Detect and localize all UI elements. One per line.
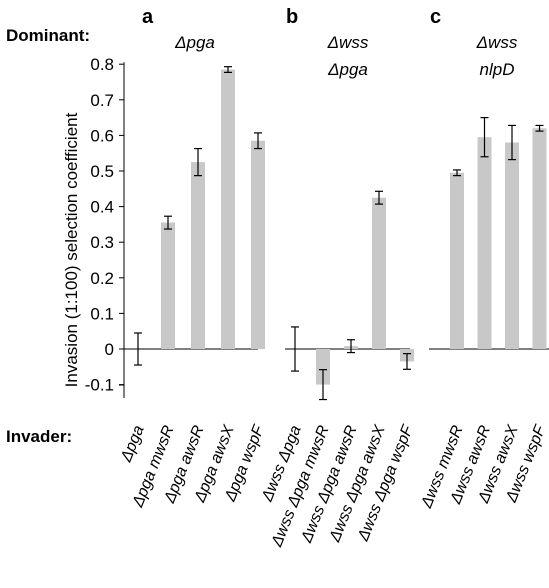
category-label: Δpga <box>118 423 148 465</box>
dominant-strain-label: Δwss <box>327 33 369 52</box>
y-tick-label: 0.1 <box>90 304 114 323</box>
y-axis-label: Invasion (1:100) selection coefficient <box>62 112 81 387</box>
bar <box>251 140 265 349</box>
error-bars-layer <box>134 66 544 401</box>
panel-letter: c <box>430 6 441 28</box>
y-tick-label: 0.3 <box>90 233 114 252</box>
bar <box>372 197 386 349</box>
y-tick-label: 0.2 <box>90 269 114 288</box>
y-tick-label: 0 <box>105 340 114 359</box>
dominant-strain-label: nlpD <box>480 60 515 79</box>
dominant-strain-label: Δpga <box>174 33 215 52</box>
y-tick-label: -0.1 <box>85 376 114 395</box>
bar <box>505 142 519 349</box>
y-tick-label: 0.8 <box>90 55 114 74</box>
bar <box>161 222 175 349</box>
dominant-strain-label: Δpga <box>327 60 368 79</box>
y-tick-label: 0.7 <box>90 91 114 110</box>
panel-letter: a <box>142 6 154 28</box>
y-tick-label: 0.5 <box>90 162 114 181</box>
bar <box>221 69 235 349</box>
invader-row-label: Invader: <box>6 427 72 446</box>
dominant-row-label: Dominant: <box>6 26 90 45</box>
bar <box>477 137 492 349</box>
bars-layer <box>161 69 547 385</box>
y-tick-label: 0.6 <box>90 126 114 145</box>
bar <box>532 128 547 349</box>
y-tick-label: 0.4 <box>90 198 114 217</box>
bar <box>191 162 205 349</box>
panel-letter: b <box>286 6 298 28</box>
bar <box>316 349 330 385</box>
dominant-strain-label: Δwss <box>476 33 518 52</box>
bar <box>450 172 464 349</box>
